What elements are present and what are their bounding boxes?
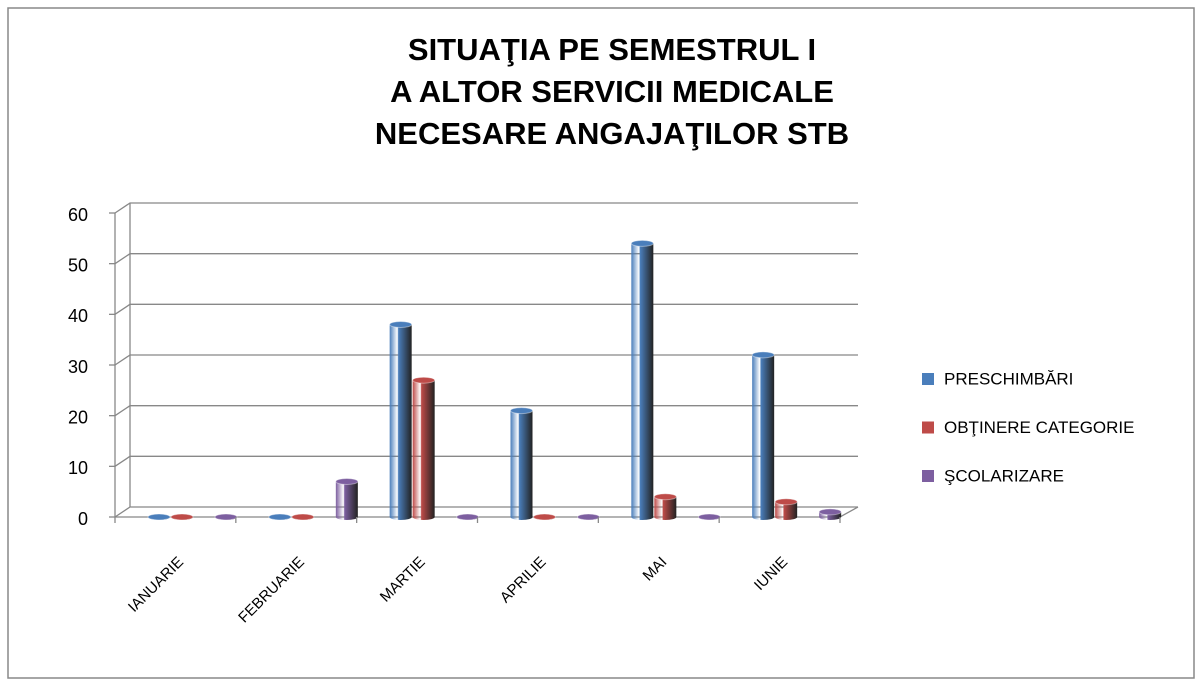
- bar: [697, 513, 721, 521]
- chart-title: A ALTOR SERVICII MEDICALE: [390, 74, 834, 109]
- bar: [335, 478, 359, 520]
- legend-swatch: [922, 373, 934, 385]
- bar: [751, 351, 775, 520]
- y-tick-label: 0: [78, 509, 88, 529]
- bar-top: [456, 513, 480, 521]
- legend-swatch: [922, 421, 934, 434]
- bar: [653, 493, 677, 520]
- bar-top: [818, 508, 842, 516]
- bar-top: [774, 498, 798, 506]
- chart-title: SITUAŢIA PE SEMESTRUL I: [408, 32, 816, 67]
- bar-top: [147, 513, 171, 521]
- bar-body: [631, 243, 654, 520]
- bar-body: [412, 380, 435, 520]
- bar-top: [412, 376, 436, 384]
- bar: [389, 320, 413, 520]
- bar-top: [510, 407, 533, 415]
- bar: [170, 513, 194, 521]
- legend-label: ŞCOLARIZARE: [944, 466, 1064, 485]
- bar-top: [697, 513, 721, 521]
- bar-body: [335, 481, 358, 520]
- bar: [818, 508, 842, 520]
- bar-body: [654, 496, 677, 520]
- legend-label: PRESCHIMBĂRI: [944, 369, 1073, 388]
- bar-top: [214, 513, 238, 521]
- y-tick-label: 30: [68, 357, 88, 377]
- bar-top: [751, 351, 775, 359]
- bar: [147, 513, 171, 521]
- bar: [774, 498, 798, 520]
- bar-top: [577, 513, 600, 521]
- bar-top: [533, 513, 556, 521]
- bar-top: [170, 513, 194, 521]
- bar-top: [335, 478, 359, 486]
- bar: [214, 513, 238, 521]
- bar-body: [752, 354, 775, 520]
- legend-label: OBŢINERE CATEGORIE: [944, 418, 1135, 437]
- bar: [291, 513, 315, 521]
- bar-top: [630, 239, 654, 247]
- y-tick-label: 60: [68, 205, 88, 225]
- legend-swatch: [922, 470, 934, 482]
- bar-top: [291, 513, 315, 521]
- bar: [510, 407, 533, 520]
- bar: [630, 239, 654, 520]
- bar-body: [510, 410, 533, 520]
- bar-body: [775, 501, 798, 520]
- y-tick-label: 50: [68, 255, 88, 275]
- bar: [533, 513, 556, 521]
- bar: [268, 513, 292, 521]
- y-tick-label: 10: [68, 458, 88, 478]
- bar-body: [389, 324, 412, 520]
- y-tick-label: 20: [68, 407, 88, 427]
- bar: [577, 513, 600, 521]
- bar-top: [268, 513, 292, 521]
- bar-top: [389, 320, 413, 328]
- bar-top: [653, 493, 677, 501]
- bar: [412, 376, 436, 520]
- chart-title: NECESARE ANGAJAŢILOR STB: [375, 116, 849, 151]
- y-tick-label: 40: [68, 306, 88, 326]
- bar: [456, 513, 480, 521]
- chart-frame: [7, 7, 1195, 679]
